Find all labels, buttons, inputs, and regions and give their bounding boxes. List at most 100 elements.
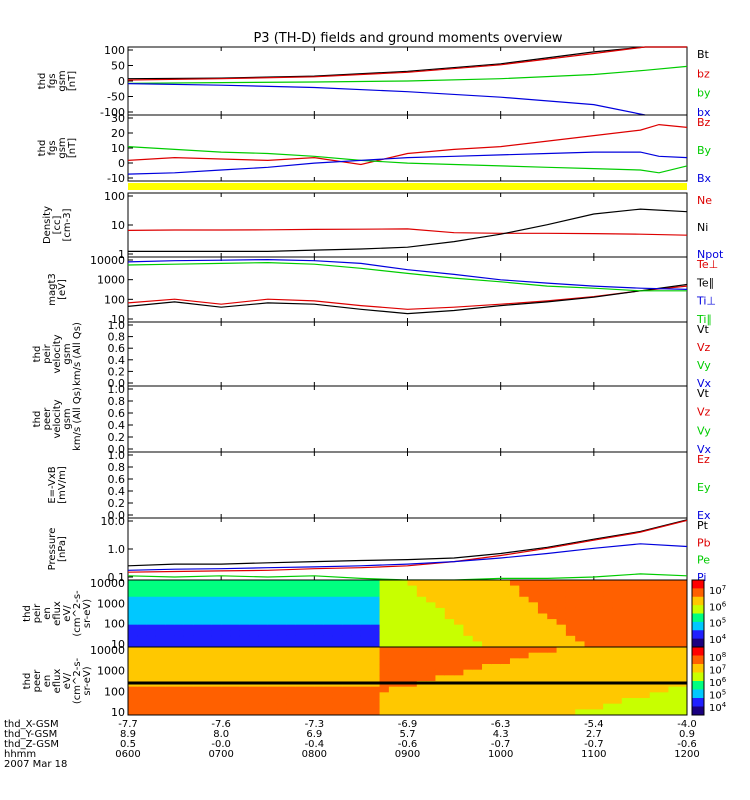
spectrogram-cell [482, 698, 492, 705]
spectrogram-cell [435, 641, 446, 648]
spectrogram-cell [305, 647, 315, 654]
spectrogram-cell [547, 692, 558, 699]
spectrogram-cell [174, 619, 185, 626]
spectrogram-cell [165, 591, 176, 598]
panel-frame [127, 451, 688, 519]
spectrogram-cell [537, 591, 548, 598]
spectrogram-cell [500, 686, 511, 693]
spectrogram-cell [612, 591, 623, 598]
spectrogram-cell [202, 607, 213, 614]
spectrogram-cell [323, 686, 334, 693]
spectrogram-cell [537, 652, 548, 659]
spectrogram-cell [416, 698, 427, 705]
spectrogram-cell [221, 607, 231, 614]
spectrogram-cell [388, 658, 399, 665]
spectrogram-cell [603, 596, 613, 603]
spectrogram-cell [183, 658, 194, 665]
spectrogram-cell [547, 607, 558, 614]
spectrogram-cell [509, 602, 520, 609]
spectrogram-cell [528, 602, 539, 609]
spectrogram-cell [519, 602, 530, 609]
spectrogram-cell [603, 703, 613, 710]
spectrogram-cell [351, 580, 362, 587]
spectrogram-cell [258, 607, 269, 614]
legend-label: Vt [697, 387, 710, 400]
spectrogram-cell [388, 675, 399, 682]
spectrogram-cell [556, 658, 567, 665]
spectrogram-cell [463, 635, 474, 642]
spectrogram-cell [621, 675, 632, 682]
spectrogram-cell [128, 652, 138, 659]
spectrogram-cell [677, 709, 688, 716]
spectrogram-cell [649, 607, 660, 614]
spectrogram-cell [621, 624, 632, 631]
spectrogram-cell [351, 596, 362, 603]
ephemeris-value: -0.6 [677, 739, 697, 750]
spectrogram-cell [463, 580, 474, 587]
spectrogram-cell [146, 596, 157, 603]
spectrogram-cell [370, 607, 381, 614]
spectrogram-cell [351, 652, 362, 659]
spectrogram-cell [612, 585, 623, 592]
spectrogram-cell [128, 630, 138, 637]
spectrogram-cell [314, 647, 325, 654]
y-tick-label: 50 [111, 60, 125, 73]
spectrogram-cell [155, 647, 166, 654]
spectrogram-cell [612, 619, 623, 626]
spectrogram-cell [416, 703, 427, 710]
spectrogram-cell [547, 635, 558, 642]
spectrogram-cell [593, 692, 604, 699]
spectrogram-cell [155, 607, 166, 614]
spectrogram-cell [640, 658, 651, 665]
spectrogram-cell [463, 624, 474, 631]
spectrogram-cell [444, 613, 455, 620]
spectrogram-cell [500, 692, 511, 699]
spectrogram-cell [621, 585, 632, 592]
spectrogram-cell [454, 602, 464, 609]
spectrogram-cell [482, 664, 492, 671]
spectrogram-cell [137, 602, 148, 609]
series-line-Ne [127, 228, 688, 236]
y-tick-label: 0 [118, 75, 125, 88]
spectrogram-cell [621, 709, 632, 716]
spectrogram-cell [603, 630, 613, 637]
spectrogram-cell [379, 613, 390, 620]
spectrogram-cell [128, 613, 138, 620]
spectrogram-cell [547, 580, 558, 587]
spectrogram-cell [249, 585, 259, 592]
spectrogram-cell [631, 607, 641, 614]
spectrogram-cell [370, 652, 381, 659]
spectrogram-cell [305, 709, 315, 716]
spectrogram-cell [584, 641, 595, 648]
spectrogram-cell [183, 692, 194, 699]
y-tick-label: 1.0 [108, 383, 126, 396]
y-axis-label: sr-eV) [82, 599, 93, 628]
legend-label: bx [697, 106, 711, 119]
spectrogram-cell [426, 675, 436, 682]
spectrogram-cell [360, 613, 371, 620]
spectrogram-cell [612, 692, 623, 699]
spectrogram-cell [342, 591, 353, 598]
spectrogram-cell [128, 669, 138, 676]
spectrogram-cell [360, 641, 371, 648]
y-tick-label: 1000 [97, 274, 125, 287]
spectrogram-cell [407, 698, 418, 705]
spectrogram-cell [556, 675, 567, 682]
spectrogram-cell [593, 669, 604, 676]
spectrogram-cell [165, 686, 176, 693]
spectrogram-cell [165, 580, 176, 587]
spectrogram-cell [491, 613, 502, 620]
spectrogram-cell [649, 698, 660, 705]
spectrogram-cell [584, 585, 595, 592]
spectrogram-cell [314, 591, 325, 598]
spectrogram-cell [370, 585, 381, 592]
spectrogram-cell [128, 709, 138, 716]
spectrogram-cell [500, 658, 511, 665]
spectrogram-cell [463, 641, 474, 648]
colorbar-segment [692, 613, 704, 623]
spectrogram-cell [621, 641, 632, 648]
spectrogram-cell [491, 619, 502, 626]
spectrogram-cell [379, 585, 390, 592]
spectrogram-cell [603, 613, 613, 620]
